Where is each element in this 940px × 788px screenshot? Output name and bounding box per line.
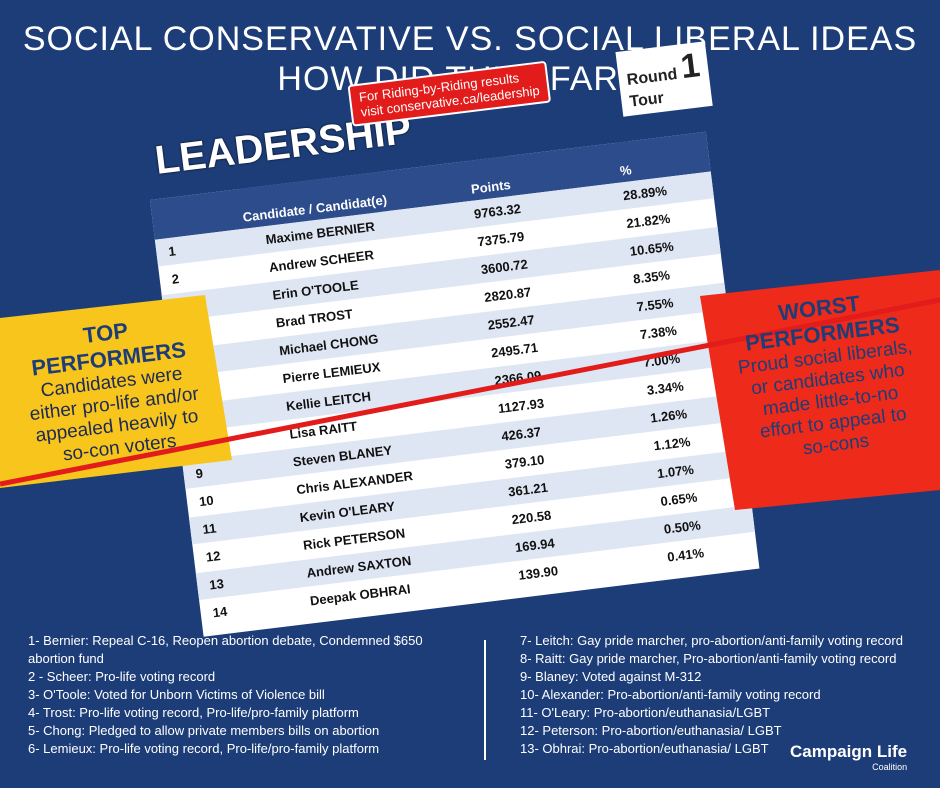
worst-text: WORST PERFORMERS Proud social liberals, o… <box>706 282 940 470</box>
top-text: TOP PERFORMERS Candidates were either pro… <box>0 307 233 473</box>
divider-line <box>0 297 940 487</box>
logo-sub: Coalition <box>872 762 908 772</box>
note: 1- Bernier: Repeal C-16, Reopen abortion… <box>28 633 423 666</box>
notes-right: 7- Leitch: Gay pride marcher, pro-aborti… <box>520 632 920 758</box>
note: 6- Lemieux: Pro-life voting record, Pro-… <box>28 741 380 756</box>
note: 7- Leitch: Gay pride marcher, pro-aborti… <box>520 633 903 648</box>
note: 10- Alexander: Pro-abortion/anti-family … <box>520 687 821 702</box>
top-banner <box>0 295 232 488</box>
worst-banner <box>700 270 940 510</box>
note: 13- Obhrai: Pro-abortion/euthanasia/ LGB… <box>520 741 769 756</box>
title: SOCIAL CONSERVATIVE VS. SOCIAL LIBERAL I… <box>22 20 918 58</box>
logo-text: Campaign Life <box>790 742 908 761</box>
note: 11- O'Leary: Pro-abortion/euthanasia/LGB… <box>520 705 771 720</box>
notes-left: 1- Bernier: Repeal C-16, Reopen abortion… <box>28 632 468 758</box>
note: 8- Raitt: Gay pride marcher, Pro-abortio… <box>520 651 897 666</box>
note: 3- O'Toole: Voted for Unborn Victims of … <box>28 687 325 702</box>
note: 5- Chong: Pledged to allow private membe… <box>28 723 380 738</box>
note: 2 - Scheer: Pro-life voting record <box>28 669 216 684</box>
logo: Campaign Life Coalition <box>790 742 907 772</box>
note: 4- Trost: Pro-life voting record, Pro-li… <box>28 705 359 720</box>
note: 12- Peterson: Pro-abortion/euthanasia/ L… <box>520 723 782 738</box>
note: 9- Blaney: Voted against M-312 <box>520 669 702 684</box>
